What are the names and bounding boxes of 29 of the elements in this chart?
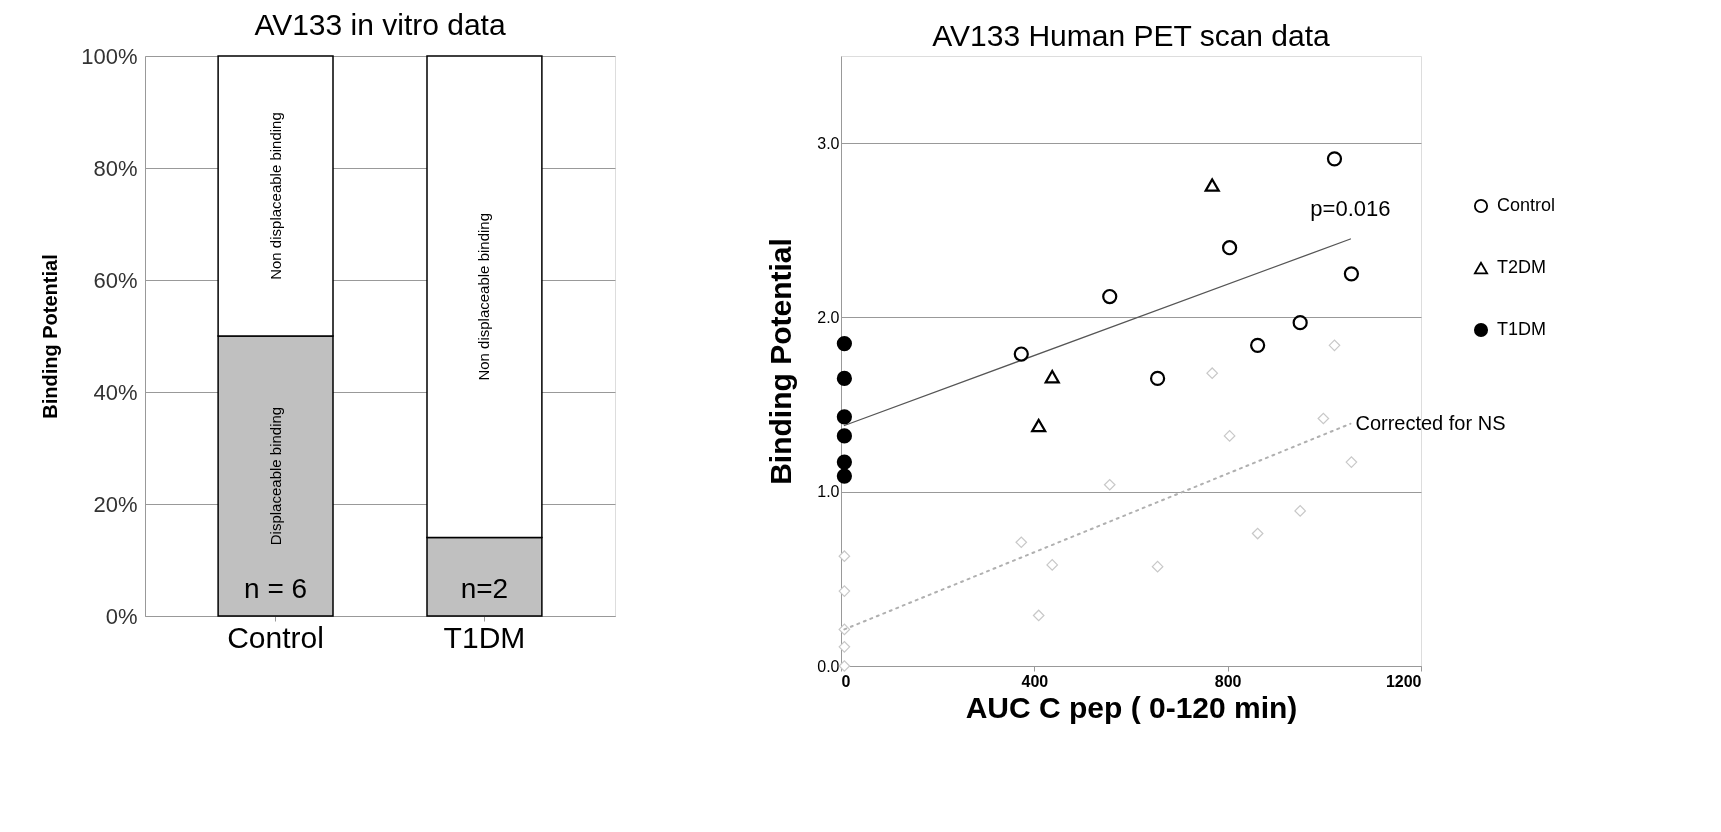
- series-label: Displaceable binding: [266, 406, 284, 546]
- chart-title: AV133 Human PET scan data: [932, 19, 1331, 52]
- y-tick-label: 60%: [93, 267, 138, 293]
- y-tick-label: 40%: [93, 379, 138, 405]
- x-tick-label: 0: [841, 672, 851, 690]
- y-tick-label: 20%: [93, 491, 138, 517]
- y-tick-label: 0.0: [817, 657, 840, 675]
- series-label: Non displaceable binding: [475, 212, 493, 381]
- annotation: p=0.016: [1310, 196, 1391, 221]
- x-axis-title: AUC C pep ( 0-120 min): [965, 690, 1298, 724]
- annotation: n=2: [460, 573, 509, 604]
- x-tick-label: 1200: [1385, 672, 1422, 690]
- text: Non displaceable binding: [266, 112, 284, 280]
- annotation: n = 6: [244, 573, 308, 604]
- y-tick-label: 3.0: [817, 134, 840, 152]
- y-tick-label: 2.0: [817, 308, 840, 326]
- y-tick-label: 80%: [93, 155, 138, 181]
- y-axis-title: Binding Potential: [764, 238, 798, 485]
- series-label: Corrected for NS: [1355, 411, 1506, 434]
- legend-label: T2DM: [1497, 257, 1546, 277]
- y-tick-label: 1.0: [817, 483, 840, 501]
- chart-title: AV133 in vitro data: [254, 8, 506, 41]
- legend-label: T1DM: [1497, 319, 1546, 339]
- y-tick-label: 100%: [81, 43, 138, 69]
- y-axis-title: Binding Potential: [39, 254, 62, 419]
- y-tick-label: 0%: [105, 603, 138, 629]
- x-tick-label: 400: [1021, 672, 1049, 690]
- legend-label: Control: [1497, 195, 1556, 215]
- x-tick-label: 800: [1214, 672, 1242, 690]
